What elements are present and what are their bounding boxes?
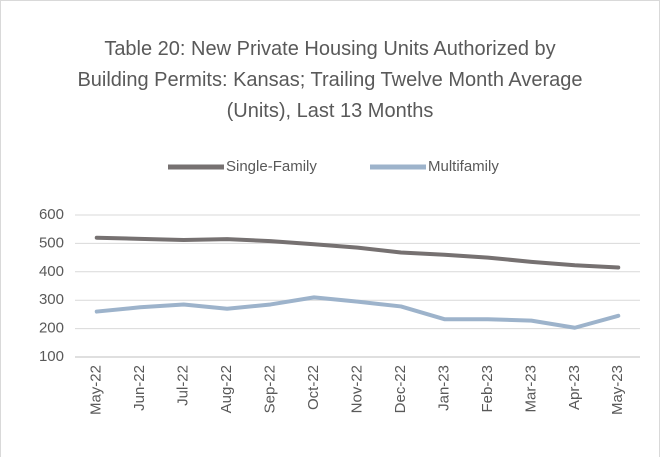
x-tick-label: May-22	[88, 365, 105, 415]
legend-label: Multifamily	[428, 158, 499, 175]
x-tick-label: Mar-23	[522, 365, 539, 413]
y-tick-label: 500	[39, 234, 64, 251]
series-line	[94, 295, 621, 330]
x-tick-label: Dec-22	[392, 365, 409, 413]
x-tick-label: Oct-22	[305, 365, 322, 410]
chart-title: Table 20: New Private Housing Units Auth…	[77, 38, 583, 122]
series-line	[94, 235, 621, 270]
x-tick-label: Jul-22	[175, 365, 192, 406]
x-tick-label: Jun-22	[131, 365, 148, 411]
y-tick-label: 300	[39, 291, 64, 308]
x-tick-label: Sep-22	[262, 365, 279, 413]
x-tick-label: Nov-22	[348, 365, 365, 413]
x-tick-label: May-23	[609, 365, 626, 415]
y-tick-label: 600	[39, 206, 64, 223]
y-tick-label: 100	[39, 348, 64, 365]
x-tick-label: Jan-23	[435, 365, 452, 411]
legend-label: Single-Family	[226, 158, 317, 175]
y-tick-label: 400	[39, 263, 64, 280]
x-tick-label: Apr-23	[566, 365, 583, 410]
y-tick-label: 200	[39, 320, 64, 337]
x-tick-label: Feb-23	[479, 365, 496, 413]
x-tick-label: Aug-22	[218, 365, 235, 413]
